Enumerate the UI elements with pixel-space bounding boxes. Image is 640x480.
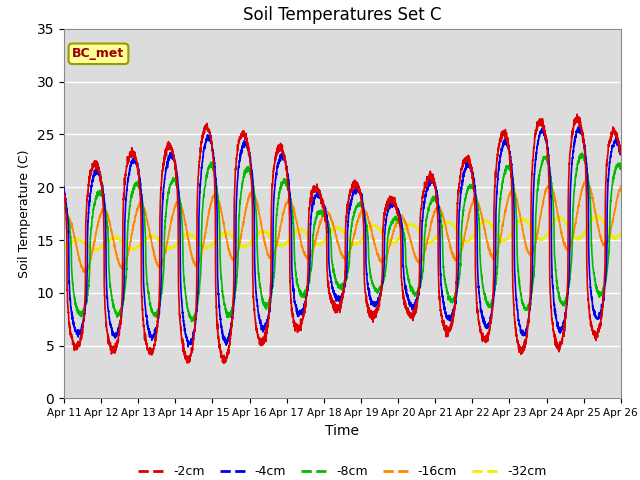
Title: Soil Temperatures Set C: Soil Temperatures Set C	[243, 6, 442, 24]
Text: BC_met: BC_met	[72, 48, 125, 60]
Legend: -2cm, -4cm, -8cm, -16cm, -32cm: -2cm, -4cm, -8cm, -16cm, -32cm	[133, 460, 552, 480]
Y-axis label: Soil Temperature (C): Soil Temperature (C)	[18, 149, 31, 278]
X-axis label: Time: Time	[325, 424, 360, 438]
